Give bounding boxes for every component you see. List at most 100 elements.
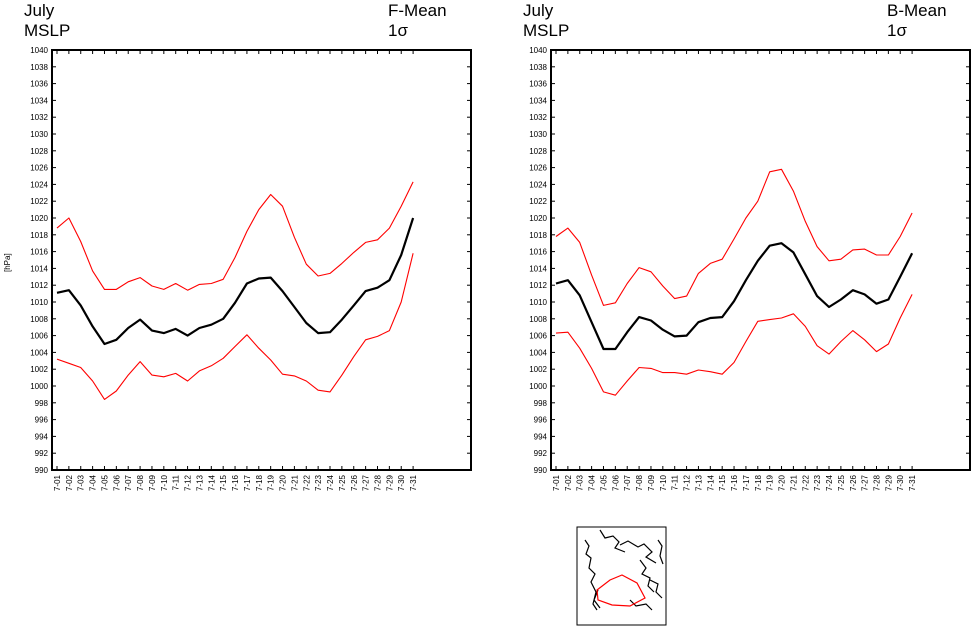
y-tick-label: 994 xyxy=(35,432,49,441)
x-tick-label: 7-01 xyxy=(552,474,561,491)
x-tick-label: 7-28 xyxy=(373,474,382,491)
x-tick-label: 7-13 xyxy=(195,474,204,491)
y-tick-label: 1038 xyxy=(30,63,48,72)
title-left-line2: MSLP xyxy=(523,21,569,40)
x-tick-label: 7-03 xyxy=(576,474,585,491)
y-tick-label: 990 xyxy=(35,466,49,475)
y-tick-label: 996 xyxy=(534,416,548,425)
x-tick-label: 7-18 xyxy=(754,474,763,491)
x-tick-label: 7-09 xyxy=(148,474,157,491)
series-line-mean- xyxy=(56,181,414,291)
x-tick-label: 7-07 xyxy=(124,474,133,491)
x-tick-label: 7-05 xyxy=(599,474,608,491)
y-tick-label: 1032 xyxy=(30,113,48,122)
y-tick-label: 1034 xyxy=(30,96,48,105)
y-tick-label: 1010 xyxy=(529,298,547,307)
x-tick-label: 7-23 xyxy=(314,474,323,491)
y-tick-label: 1032 xyxy=(529,113,547,122)
title-right-line2: 1σ xyxy=(887,21,907,40)
x-tick-label: 7-31 xyxy=(409,474,418,491)
y-tick-label: 1008 xyxy=(30,315,48,324)
coastline xyxy=(584,529,664,611)
x-tick-label: 7-15 xyxy=(718,474,727,491)
x-tick-label: 7-23 xyxy=(813,474,822,491)
y-tick-label: 992 xyxy=(35,449,49,458)
y-tick-label: 1026 xyxy=(529,164,547,173)
x-tick-label: 7-13 xyxy=(694,474,703,491)
y-tick-label: 1004 xyxy=(30,348,48,357)
x-tick-label: 7-16 xyxy=(730,474,739,491)
y-tick-label: 1036 xyxy=(30,80,48,89)
x-tick-label: 7-03 xyxy=(77,474,86,491)
y-tick-label: 992 xyxy=(534,449,548,458)
title-left-line2: MSLP xyxy=(24,21,70,40)
x-tick-label: 7-04 xyxy=(89,474,98,491)
series-line-mean- xyxy=(56,253,414,400)
x-tick-label: 7-16 xyxy=(231,474,240,491)
y-tick-label: 1020 xyxy=(30,214,48,223)
region-map-inset xyxy=(576,526,667,626)
x-tick-label: 7-20 xyxy=(778,474,787,491)
title-right-line1: F-Mean xyxy=(388,1,447,20)
series-line-mean- xyxy=(555,294,913,396)
y-tick-label: 1028 xyxy=(529,147,547,156)
x-tick-label: 7-19 xyxy=(267,474,276,491)
series-line-mean- xyxy=(555,168,913,306)
y-tick-label: 1020 xyxy=(529,214,547,223)
x-tick-label: 7-22 xyxy=(801,474,810,491)
y-tick-label: 1024 xyxy=(30,180,48,189)
y-tick-label: 990 xyxy=(534,466,548,475)
y-tick-label: 1022 xyxy=(30,197,48,206)
x-tick-label: 7-22 xyxy=(302,474,311,491)
x-tick-label: 7-02 xyxy=(65,474,74,491)
y-tick-label: 1038 xyxy=(529,63,547,72)
plot-frame xyxy=(550,49,971,471)
map-frame xyxy=(576,526,667,626)
y-tick-label: 1030 xyxy=(529,130,547,139)
x-tick-label: 7-12 xyxy=(683,474,692,491)
x-tick-label: 7-11 xyxy=(172,474,181,490)
y-tick-label: 1016 xyxy=(529,248,547,257)
y-tick-label: 998 xyxy=(35,399,49,408)
y-tick-label: 1018 xyxy=(529,231,547,240)
x-tick-label: 7-04 xyxy=(588,474,597,491)
x-tick-label: 7-29 xyxy=(385,474,394,491)
x-tick-label: 7-28 xyxy=(872,474,881,491)
y-tick-label: 1028 xyxy=(30,147,48,156)
y-tick-label: 1026 xyxy=(30,164,48,173)
y-tick-label: 1002 xyxy=(529,365,547,374)
x-tick-label: 7-25 xyxy=(338,474,347,491)
series-line-mean xyxy=(555,242,914,351)
x-tick-label: 7-17 xyxy=(243,474,252,491)
y-tick-label: 1004 xyxy=(529,348,547,357)
y-tick-label: 1012 xyxy=(529,281,547,290)
x-tick-label: 7-06 xyxy=(112,474,121,491)
title-left-line1: July xyxy=(24,1,55,20)
x-tick-label: 7-01 xyxy=(53,474,62,491)
y-tick-label: 1040 xyxy=(30,46,48,55)
y-tick-label: 1006 xyxy=(529,332,547,341)
x-tick-label: 7-06 xyxy=(611,474,620,491)
x-tick-label: 7-27 xyxy=(362,474,371,491)
y-tick-label: 1014 xyxy=(529,264,547,273)
x-tick-label: 7-21 xyxy=(789,474,798,491)
x-tick-label: 7-17 xyxy=(742,474,751,491)
x-tick-label: 7-14 xyxy=(706,474,715,491)
y-tick-label: 1010 xyxy=(30,298,48,307)
x-tick-label: 7-18 xyxy=(255,474,264,491)
y-tick-label: 1036 xyxy=(529,80,547,89)
region-outline xyxy=(596,574,646,607)
x-tick-label: 7-19 xyxy=(766,474,775,491)
x-tick-label: 7-30 xyxy=(896,474,905,491)
series-line-mean xyxy=(56,217,415,346)
x-tick-label: 7-05 xyxy=(100,474,109,491)
y-tick-label: 1018 xyxy=(30,231,48,240)
x-tick-label: 7-14 xyxy=(207,474,216,491)
x-tick-label: 7-24 xyxy=(326,474,335,491)
y-tick-label: 1024 xyxy=(529,180,547,189)
y-axis-label: [hPa] xyxy=(3,253,12,272)
y-tick-label: 1002 xyxy=(30,365,48,374)
y-tick-label: 1014 xyxy=(30,264,48,273)
x-tick-label: 7-10 xyxy=(160,474,169,491)
